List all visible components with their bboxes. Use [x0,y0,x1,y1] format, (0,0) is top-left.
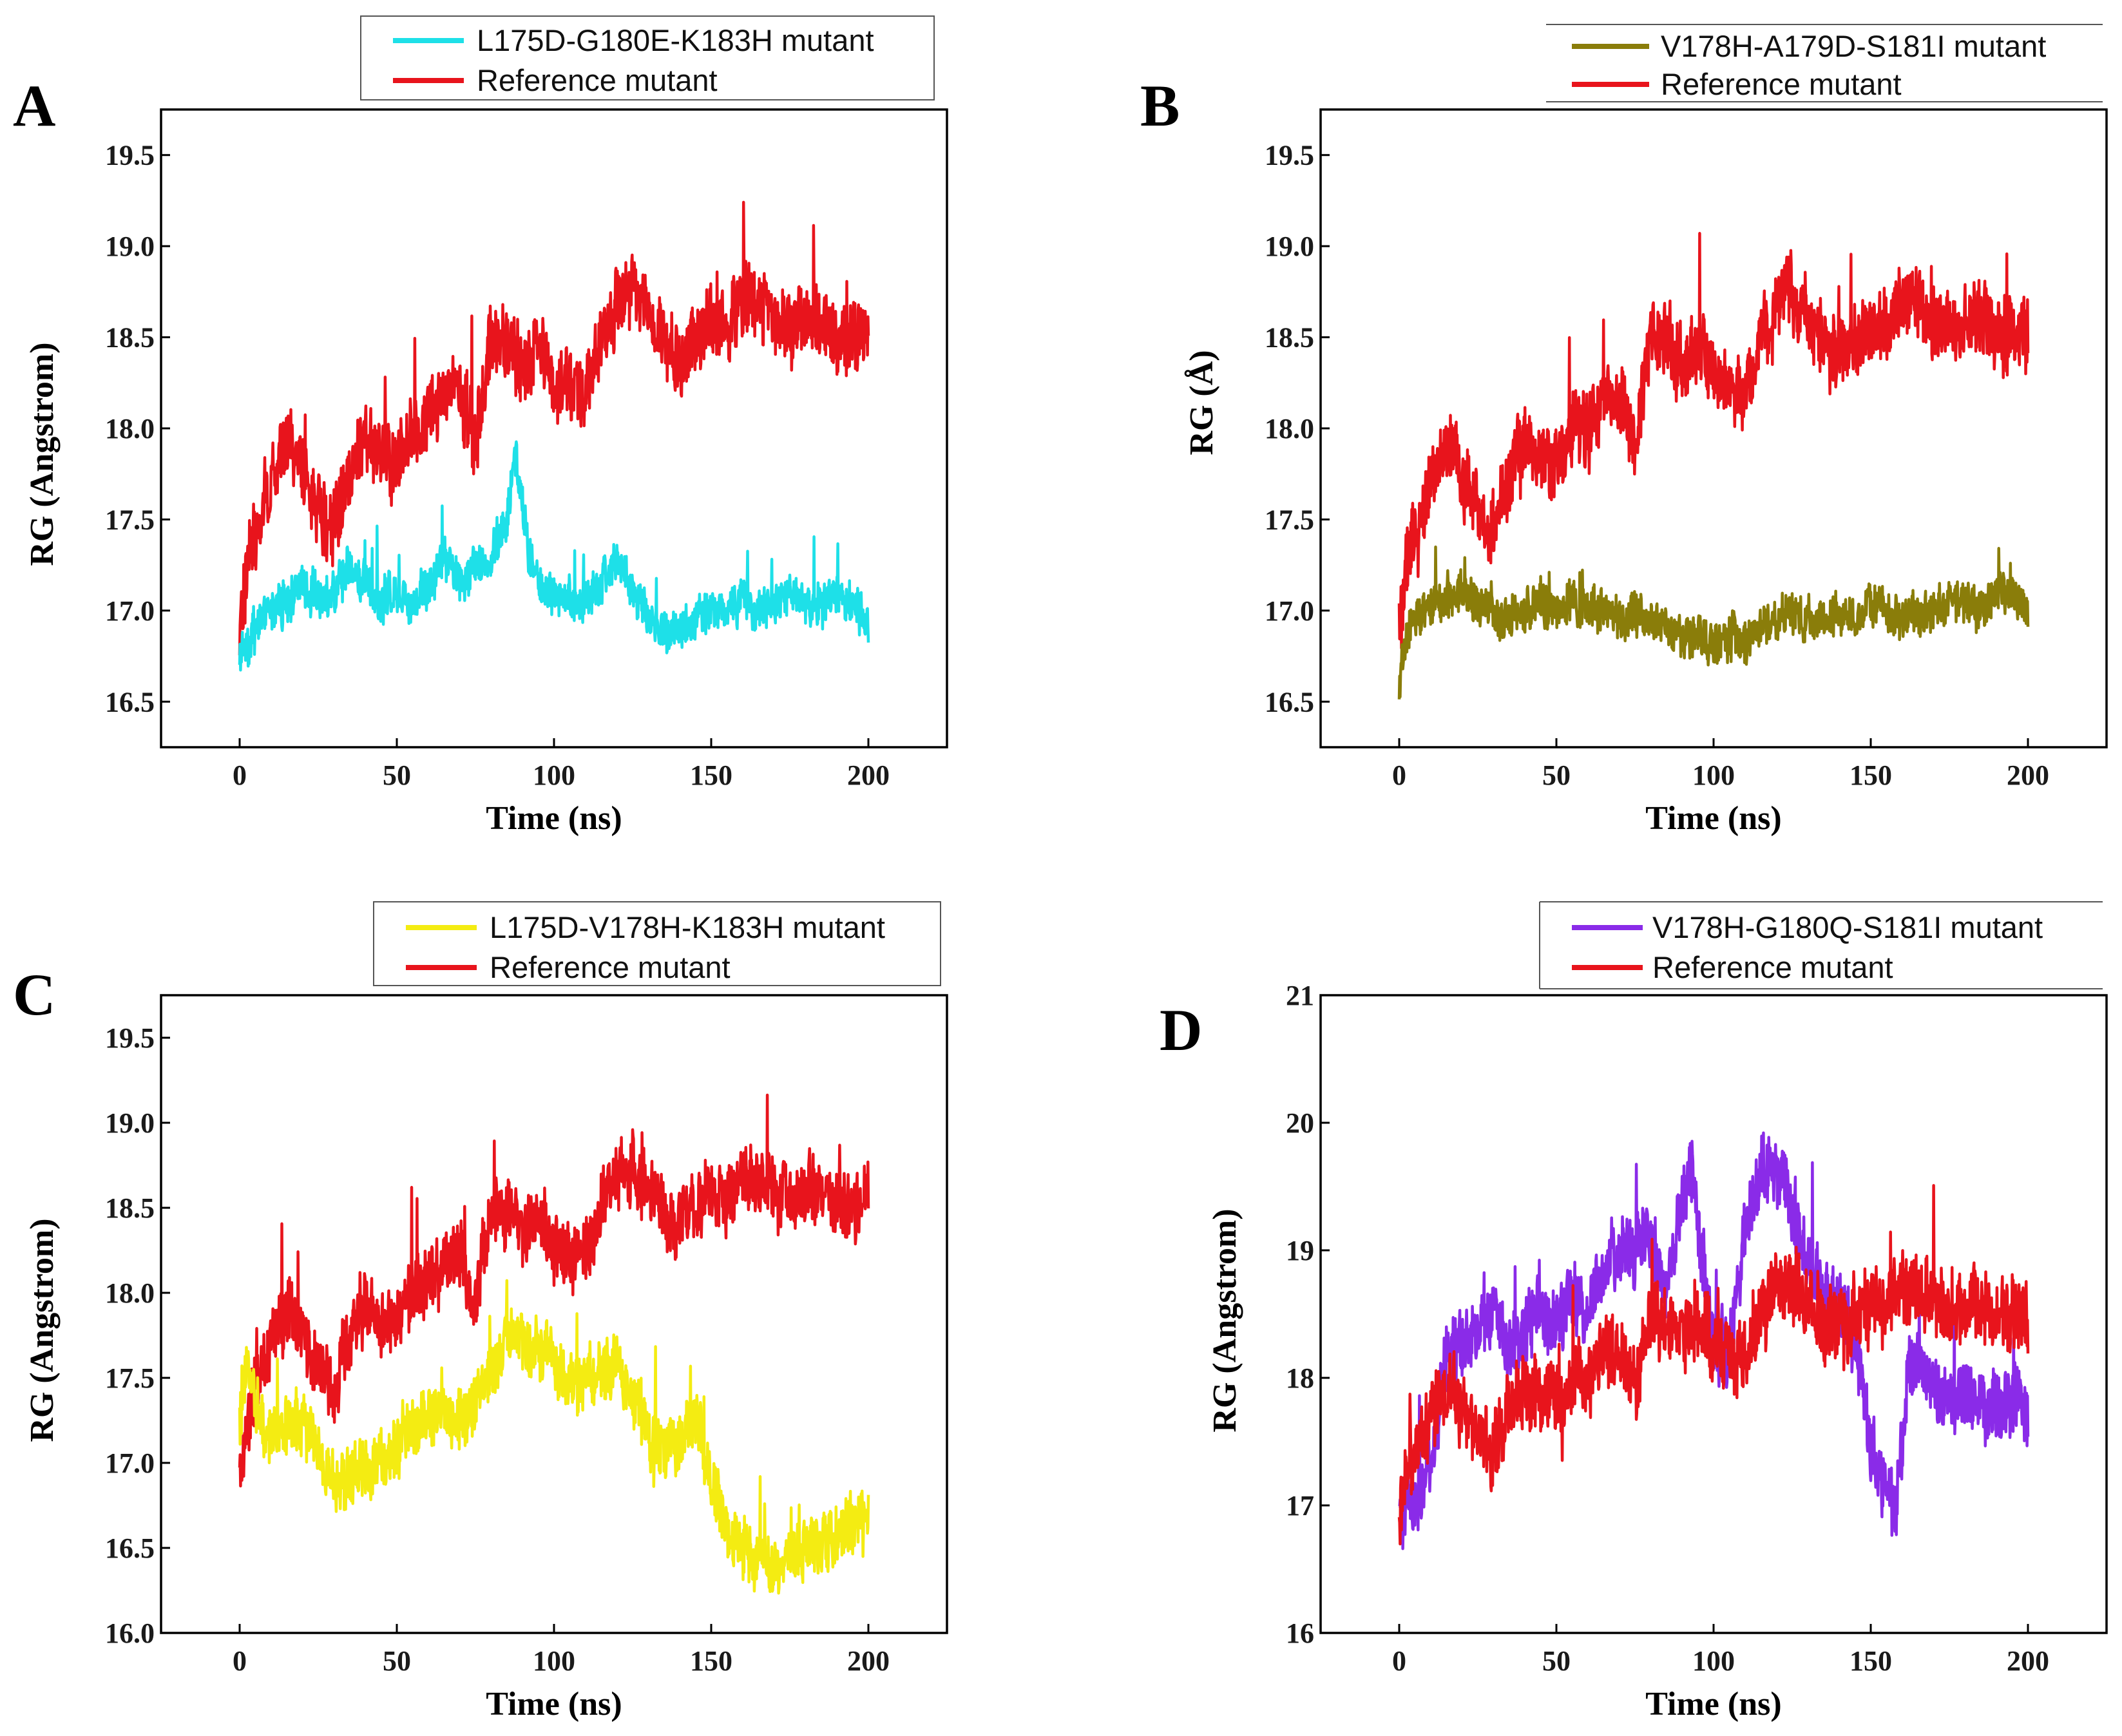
y-tick-label: 18.5 [1265,322,1314,354]
legend-label-1: Reference mutant [477,63,718,97]
x-tick-label: 100 [1692,1645,1735,1677]
y-tick-label: 17.0 [1265,595,1314,627]
panel-letter: A [13,73,55,138]
y-tick-label: 16.5 [1265,686,1314,718]
y-tick-label: 19.0 [105,231,155,262]
legend-label-0: V178H-G180Q-S181I mutant [1652,910,2043,944]
y-tick-label: 16.0 [105,1617,155,1649]
y-tick-label: 18.5 [105,322,155,354]
panel-a: L175D-G180E-K183H mutant Reference mutan… [13,15,948,837]
x-tick-label: 0 [1392,1645,1406,1677]
x-axis-title: Time (ns) [1645,800,1781,837]
x-tick-label: 100 [533,1645,575,1677]
y-tick-label: 18.0 [1265,413,1314,444]
legend-box [373,901,941,986]
y-tick-label: 19.0 [1265,231,1314,262]
x-tick-label: 100 [1692,759,1735,791]
y-tick-label: 19 [1286,1235,1314,1266]
legend-label-0: L175D-V178H-K183H mutant [490,910,885,944]
x-tick-label: 200 [847,1645,890,1677]
y-tick-label: 18.0 [105,413,155,444]
y-tick-label: 17.5 [105,1362,155,1394]
y-axis-title: RG (Angstrom) [24,1218,61,1442]
y-tick-label: 16 [1286,1617,1314,1649]
series-layer [1397,1131,2030,1550]
y-tick-label: 17.0 [105,1447,155,1479]
y-tick-label: 19.5 [105,1022,155,1054]
x-tick-label: 0 [233,759,247,791]
x-tick-label: 150 [690,1645,732,1677]
y-tick-label: 17 [1286,1490,1314,1521]
series-line-1 [1397,1184,2030,1546]
panel-d: V178H-G180Q-S181I mutant Reference mutan… [1160,901,2108,1722]
x-tick-label: 150 [1850,759,1892,791]
series-line-0 [238,440,870,672]
series-line-1 [238,200,870,656]
panel-b: V178H-A179D-S181I mutant Reference mutan… [1140,24,2108,837]
y-tick-label: 17.0 [105,595,155,627]
ticks-layer: 0 50 100 150 200 16.5 17.0 17.5 18.0 18.5 19.0 19.5 [1265,140,2049,791]
y-axis-title: RG (Angstrom) [24,342,61,566]
legend-label-1: Reference mutant [490,950,731,984]
ticks-layer: 0 50 100 150 200 16.0 16.5 17.0 17.5 18.0 18.5 19.0… [105,1022,890,1677]
y-tick-label: 21 [1286,980,1314,1011]
x-tick-label: 150 [690,759,732,791]
legend-label-0: V178H-A179D-S181I mutant [1661,29,2046,63]
y-tick-label: 20 [1286,1107,1314,1139]
y-tick-label: 16.5 [105,686,155,718]
y-tick-label: 19.5 [105,140,155,171]
y-tick-label: 18 [1286,1362,1314,1394]
series-layer [238,1093,870,1595]
y-axis-title: RG (Angstrom) [1207,1208,1243,1432]
legend-label-1: Reference mutant [1652,950,1893,984]
panel-c: L175D-V178H-K183H mutant Reference mutan… [13,901,948,1722]
x-axis-title: Time (ns) [486,800,622,837]
legend-label-0: L175D-G180E-K183H mutant [477,23,874,57]
x-tick-label: 50 [1542,1645,1571,1677]
x-tick-label: 200 [847,759,890,791]
ticks-layer: 0 50 100 150 200 16 17 18 19 20 21 [1286,980,2049,1677]
x-tick-label: 0 [1392,759,1406,791]
panel-letter: B [1140,73,1180,138]
series-line-0 [238,1279,870,1595]
series-layer [1397,232,2030,700]
x-tick-label: 50 [1542,759,1571,791]
ticks-layer: 0 50 100 150 200 16.5 17.0 17.5 18.0 18.5 19.0 19.5 [105,140,890,791]
y-tick-label: 18.5 [105,1192,155,1224]
x-axis-title: Time (ns) [486,1686,622,1722]
y-axis-title: RG (Å) [1183,350,1220,455]
x-tick-label: 200 [2007,1645,2049,1677]
series-line-0 [1397,545,2030,700]
y-tick-label: 19.0 [105,1107,155,1139]
legend-label-1: Reference mutant [1661,67,1902,101]
legend-box [360,15,935,100]
y-tick-label: 17.5 [1265,504,1314,535]
y-tick-label: 17.5 [105,504,155,535]
x-tick-label: 50 [383,1645,411,1677]
panel-letter: C [13,962,55,1027]
y-tick-label: 16.5 [105,1532,155,1564]
x-tick-label: 150 [1850,1645,1892,1677]
series-line-1 [238,1093,870,1488]
y-tick-label: 19.5 [1265,140,1314,171]
y-tick-label: 18.0 [105,1277,155,1309]
series-line-1 [1397,232,2030,650]
series-layer [238,200,870,672]
x-tick-label: 200 [2007,759,2049,791]
x-tick-label: 0 [233,1645,247,1677]
x-tick-label: 100 [533,759,575,791]
panel-letter: D [1160,997,1202,1063]
x-tick-label: 50 [383,759,411,791]
x-axis-title: Time (ns) [1645,1686,1781,1722]
